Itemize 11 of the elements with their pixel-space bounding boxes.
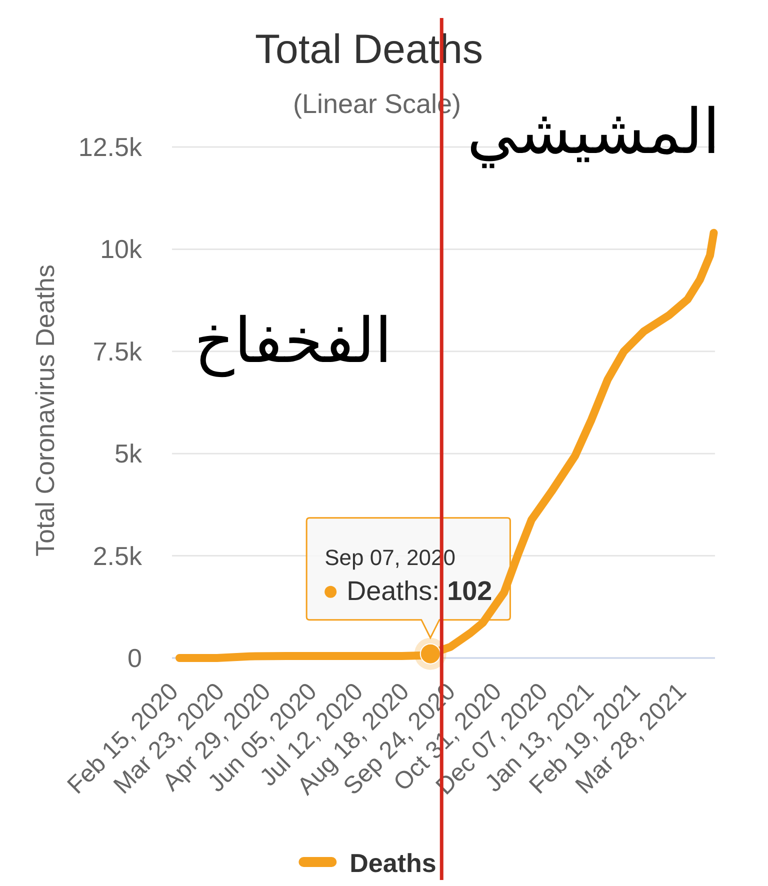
annotation: الفخفاخ: [194, 304, 392, 377]
annotation: المشيشي: [467, 95, 720, 168]
annotation-text: Deaths: 102: [346, 576, 492, 606]
y-tick-label: 5k: [114, 438, 142, 469]
y-tick-label: 2.5k: [92, 540, 142, 571]
y-axis-title: Total Coronavirus Deaths: [30, 264, 60, 556]
y-tick-label: 12.5k: [78, 132, 142, 162]
legend-text: Deaths: [350, 848, 436, 878]
y-tick-label: 0: [128, 643, 142, 673]
y-tick-label: 7.5k: [92, 336, 142, 366]
y-tick-label: 10k: [100, 234, 142, 264]
